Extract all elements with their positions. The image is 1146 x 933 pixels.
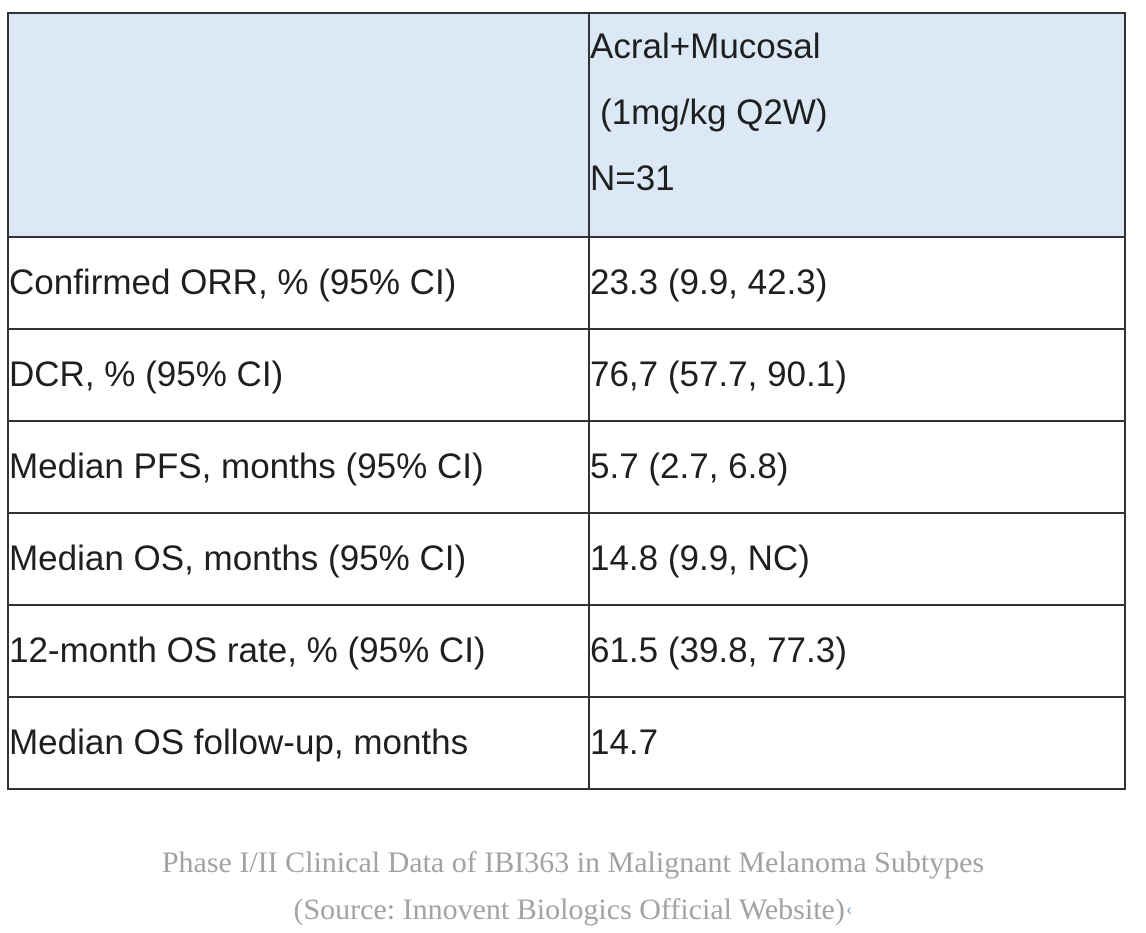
cohort-name: Acral+Mucosal — [590, 27, 821, 66]
clinical-data-table: Acral+Mucosal (1mg/kg Q2W) N=31 Confirme… — [7, 12, 1126, 790]
row-value: 5.7 (2.7, 6.8) — [588, 420, 1126, 514]
row-label: 12-month OS rate, % (95% CI) — [7, 604, 590, 698]
row-label: Median OS follow-up, months — [7, 696, 590, 790]
cohort-dose: (1mg/kg Q2W) — [600, 93, 828, 132]
figure-caption: Phase I/II Clinical Data of IBI363 in Ma… — [0, 840, 1146, 933]
row-value: 14.8 (9.9, NC) — [588, 512, 1126, 606]
caption-source: (Source: Innovent Biologics Official Web… — [0, 886, 1146, 933]
table-row: DCR, % (95% CI) 76,7 (57.7, 90.1) — [7, 328, 1126, 422]
header-empty-cell — [7, 12, 590, 238]
row-value: 23.3 (9.9, 42.3) — [588, 236, 1126, 330]
table-row: Median OS follow-up, months 14.7 — [7, 696, 1126, 790]
table-row: Median OS, months (95% CI) 14.8 (9.9, NC… — [7, 512, 1126, 606]
table-row: Confirmed ORR, % (95% CI) 23.3 (9.9, 42.… — [7, 236, 1126, 330]
row-label: Confirmed ORR, % (95% CI) — [7, 236, 590, 330]
caption-title: Phase I/II Clinical Data of IBI363 in Ma… — [161, 846, 985, 879]
paragraph-end-mark: ‹ — [845, 898, 853, 920]
row-label: Median OS, months (95% CI) — [7, 512, 590, 606]
row-label: DCR, % (95% CI) — [7, 328, 590, 422]
row-label: Median PFS, months (95% CI) — [7, 420, 590, 514]
table-header-row: Acral+Mucosal (1mg/kg Q2W) N=31 — [7, 12, 1126, 238]
row-value: 61.5 (39.8, 77.3) — [588, 604, 1126, 698]
row-value: 14.7 — [588, 696, 1126, 790]
table-row: Median PFS, months (95% CI) 5.7 (2.7, 6.… — [7, 420, 1126, 514]
table-row: 12-month OS rate, % (95% CI) 61.5 (39.8,… — [7, 604, 1126, 698]
header-cohort-cell: Acral+Mucosal (1mg/kg Q2W) N=31 — [588, 12, 1126, 238]
cohort-n: N=31 — [590, 159, 675, 198]
caption-source-text: (Source: Innovent Biologics Official Web… — [293, 893, 845, 926]
row-value: 76,7 (57.7, 90.1) — [588, 328, 1126, 422]
